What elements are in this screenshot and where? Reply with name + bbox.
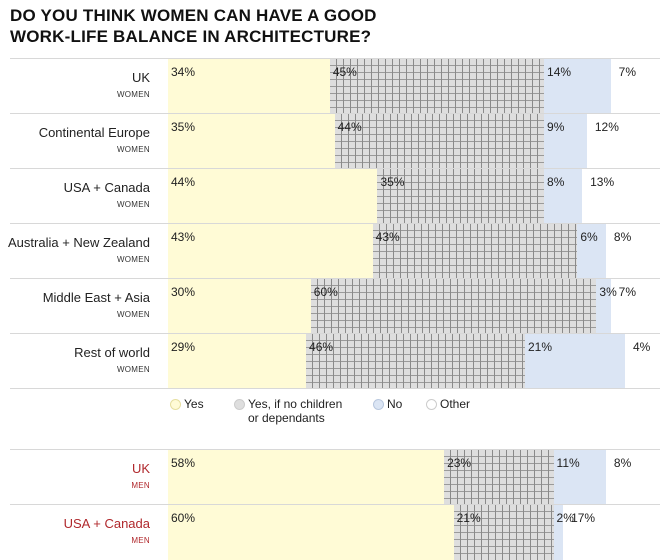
data-label-conditional: 21% bbox=[456, 511, 481, 525]
bar-segment-yes bbox=[168, 59, 330, 114]
data-label-other: 13% bbox=[590, 175, 615, 189]
bar-segment-conditional bbox=[453, 505, 554, 560]
bar-row: USA + Canada MEN 60% 21% 2% 17% bbox=[10, 504, 660, 560]
data-label-other: 12% bbox=[594, 120, 619, 134]
data-label-no: 2% bbox=[556, 511, 574, 525]
other-swatch-icon bbox=[426, 399, 437, 410]
bar-segment-no bbox=[553, 505, 564, 560]
bar-segment-yes bbox=[168, 450, 445, 505]
bar-row: Australia + New Zealand WOMEN 43% 43% 6% 8% bbox=[8, 223, 660, 279]
bar-segment-no bbox=[553, 450, 606, 505]
bar-segment-conditional bbox=[310, 279, 597, 334]
data-label-other: 7% bbox=[618, 285, 637, 299]
category-sublabel: MEN bbox=[131, 481, 150, 490]
legend-label: Yes bbox=[184, 397, 204, 411]
bar-segment-yes bbox=[168, 114, 335, 169]
bar-segment-no bbox=[525, 334, 625, 389]
data-label-conditional: 44% bbox=[337, 120, 362, 134]
bar-row: Continental Europe WOMEN 35% 44% 9% 12% bbox=[10, 113, 660, 169]
bar-segment-no bbox=[596, 279, 611, 334]
data-label-no: 11% bbox=[556, 456, 580, 470]
title-line-2: WORK-LIFE BALANCE IN ARCHITECTURE? bbox=[10, 27, 372, 46]
data-label-other: 8% bbox=[613, 230, 632, 244]
category-sublabel: WOMEN bbox=[116, 145, 150, 154]
legend-label: Other bbox=[440, 397, 471, 411]
category-sublabel: WOMEN bbox=[116, 310, 150, 319]
bar-segment-yes bbox=[168, 224, 373, 279]
bar-segment-conditional bbox=[444, 450, 554, 505]
data-label-no: 21% bbox=[528, 340, 553, 354]
bar-segment-conditional bbox=[334, 114, 545, 169]
data-label-no: 9% bbox=[547, 120, 565, 134]
data-label-conditional: 35% bbox=[380, 175, 405, 189]
category-label: USA + Canada bbox=[63, 180, 150, 195]
legend-label: Yes, if no children or dependants bbox=[248, 397, 343, 425]
yes-swatch-icon bbox=[170, 399, 181, 410]
data-label-conditional: 60% bbox=[313, 285, 338, 299]
category-label: Rest of world bbox=[74, 345, 150, 360]
no-swatch-icon bbox=[373, 399, 384, 410]
data-label-no: 6% bbox=[580, 230, 598, 244]
bar-segment-yes bbox=[168, 169, 378, 224]
bar-row: UK MEN 58% 23% 11% 8% bbox=[10, 449, 660, 505]
title-line-1: DO YOU THINK WOMEN CAN HAVE A GOOD bbox=[10, 6, 377, 25]
bar-row: Rest of world WOMEN 29% 46% 21% 4% bbox=[10, 333, 660, 389]
data-label-no: 14% bbox=[547, 65, 572, 79]
divider bbox=[10, 388, 660, 389]
data-label-yes: 35% bbox=[171, 120, 196, 134]
legend-label: No bbox=[387, 397, 403, 411]
data-label-yes: 44% bbox=[171, 175, 196, 189]
data-label-yes: 30% bbox=[171, 285, 196, 299]
data-label-other: 17% bbox=[571, 511, 596, 525]
bar-segment-no bbox=[544, 169, 583, 224]
bar-row: USA + Canada WOMEN 44% 35% 8% 13% bbox=[10, 168, 660, 224]
data-label-no: 8% bbox=[547, 175, 565, 189]
conditional-swatch-icon bbox=[234, 399, 245, 410]
bar-row: Middle East + Asia WOMEN 30% 60% 3% 7% bbox=[10, 278, 660, 334]
category-sublabel: WOMEN bbox=[116, 90, 150, 99]
data-label-yes: 34% bbox=[171, 65, 196, 79]
bar-segment-no bbox=[544, 114, 587, 169]
data-label-conditional: 43% bbox=[375, 230, 400, 244]
data-label-yes: 60% bbox=[171, 511, 196, 525]
category-sublabel: WOMEN bbox=[116, 365, 150, 374]
bar-segment-yes bbox=[168, 334, 307, 389]
bar-segment-conditional bbox=[329, 59, 545, 114]
bar-segment-conditional bbox=[306, 334, 525, 389]
category-label: Continental Europe bbox=[38, 125, 150, 140]
category-sublabel: MEN bbox=[131, 536, 150, 545]
chart-title: DO YOU THINK WOMEN CAN HAVE A GOOD WORK-… bbox=[10, 5, 377, 47]
data-label-other: 4% bbox=[632, 340, 651, 354]
bar-segment-no bbox=[544, 59, 611, 114]
bar-segment-yes bbox=[168, 505, 454, 560]
category-label: UK bbox=[131, 70, 150, 85]
data-label-yes: 43% bbox=[171, 230, 196, 244]
data-label-conditional: 45% bbox=[332, 65, 357, 79]
data-label-other: 7% bbox=[618, 65, 637, 79]
category-sublabel: WOMEN bbox=[116, 200, 150, 209]
bar-segment-conditional bbox=[372, 224, 578, 279]
bar-segment-no bbox=[577, 224, 606, 279]
category-sublabel: WOMEN bbox=[116, 255, 150, 264]
bar-row: UK WOMEN 34% 45% 14% 7% bbox=[10, 58, 660, 114]
data-label-no: 3% bbox=[599, 285, 617, 299]
data-label-yes: 58% bbox=[171, 456, 196, 470]
bar-segment-conditional bbox=[377, 169, 545, 224]
category-label: UK bbox=[131, 461, 150, 476]
category-label: Middle East + Asia bbox=[42, 290, 150, 305]
bar-segment-yes bbox=[168, 279, 311, 334]
category-label: Australia + New Zealand bbox=[8, 235, 150, 250]
data-label-conditional: 23% bbox=[447, 456, 472, 470]
data-label-yes: 29% bbox=[171, 340, 196, 354]
category-label: USA + Canada bbox=[63, 516, 150, 531]
data-label-conditional: 46% bbox=[309, 340, 334, 354]
data-label-other: 8% bbox=[613, 456, 632, 470]
